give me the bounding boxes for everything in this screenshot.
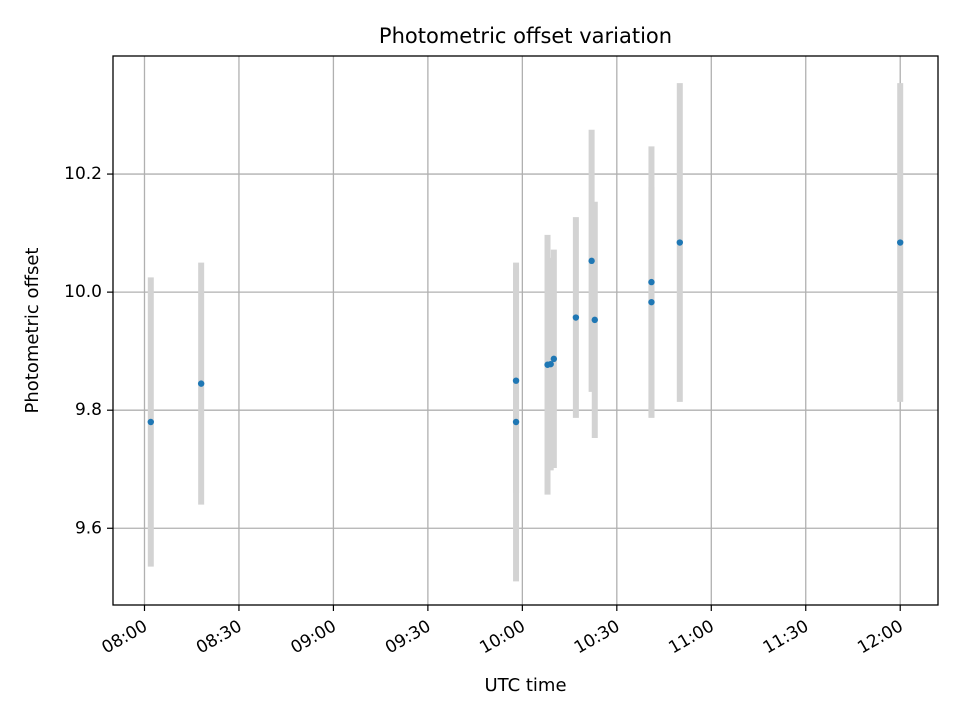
x-axis-title: UTC time xyxy=(484,675,566,696)
y-tick-label: 10.0 xyxy=(64,282,102,302)
data-point xyxy=(550,355,558,363)
data-point xyxy=(676,239,683,246)
y-axis-title: Photometric offset xyxy=(22,248,43,414)
data-point xyxy=(147,418,154,426)
data-point xyxy=(648,298,655,306)
data-point xyxy=(648,278,655,286)
y-tick-label: 9.6 xyxy=(75,518,102,538)
data-point xyxy=(591,316,598,324)
data-point xyxy=(572,314,580,321)
axes-frame xyxy=(112,55,939,606)
y-tick-label: 9.8 xyxy=(75,400,102,420)
data-point xyxy=(197,380,205,387)
data-point xyxy=(897,239,904,246)
data-point xyxy=(588,257,595,265)
data-point xyxy=(547,360,554,368)
y-tick-label: 10.2 xyxy=(64,164,102,184)
data-point xyxy=(512,377,520,384)
chart-title: Photometric offset variation xyxy=(379,24,672,48)
data-points xyxy=(147,239,904,426)
data-point xyxy=(512,418,520,426)
